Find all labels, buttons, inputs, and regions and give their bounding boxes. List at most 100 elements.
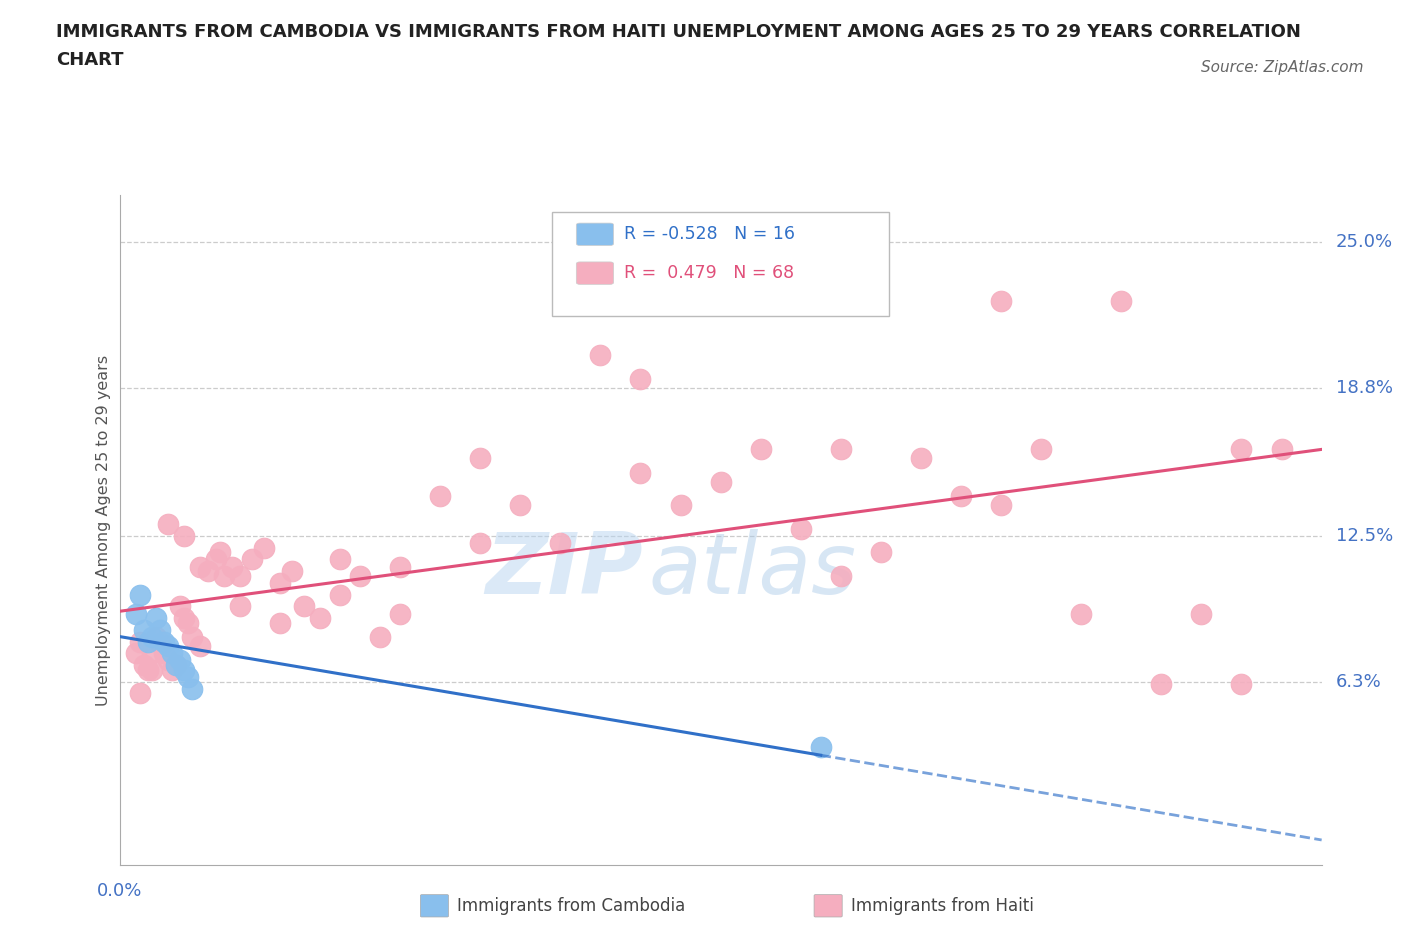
Text: Immigrants from Cambodia: Immigrants from Cambodia (457, 897, 685, 915)
Point (149, 622, 172, 637)
Point (173, 528, 195, 543)
Point (136, 634, 159, 649)
Point (169, 599, 191, 614)
Point (468, 536, 492, 551)
Point (749, 442, 772, 457)
Point (1029, 442, 1052, 457)
Text: IMMIGRANTS FROM CAMBODIA VS IMMIGRANTS FROM HAITI UNEMPLOYMENT AMONG AGES 25 TO : IMMIGRANTS FROM CAMBODIA VS IMMIGRANTS F… (56, 23, 1301, 41)
Point (869, 545, 893, 560)
Point (509, 498, 531, 512)
Point (709, 474, 731, 489)
Point (188, 639, 211, 654)
Text: Source: ZipAtlas.com: Source: ZipAtlas.com (1201, 60, 1364, 75)
Point (145, 630, 167, 644)
Point (990, 294, 1012, 309)
Point (176, 616, 198, 631)
Point (204, 552, 226, 567)
Point (212, 568, 235, 583)
Point (468, 451, 492, 466)
Point (1191, 606, 1213, 621)
Point (173, 611, 195, 626)
Point (309, 611, 332, 626)
Point (128, 634, 150, 649)
FancyBboxPatch shape (553, 212, 889, 316)
Point (132, 658, 155, 672)
Point (228, 568, 252, 583)
Text: 6.3%: 6.3% (1336, 672, 1382, 691)
Point (830, 568, 852, 583)
Point (630, 371, 652, 386)
Point (349, 568, 371, 583)
Y-axis label: Unemployment Among Ages 25 to 29 years: Unemployment Among Ages 25 to 29 years (96, 354, 111, 706)
Point (830, 442, 852, 457)
Text: R = -0.528   N = 16: R = -0.528 N = 16 (624, 225, 796, 244)
Point (141, 630, 163, 644)
Point (208, 545, 231, 560)
Point (1070, 606, 1092, 621)
Point (240, 552, 263, 567)
Point (176, 670, 198, 684)
Text: atlas: atlas (648, 529, 856, 612)
Point (368, 630, 391, 644)
Point (329, 552, 352, 567)
Point (281, 564, 304, 578)
Point (160, 662, 183, 677)
Point (1230, 442, 1253, 457)
Point (329, 587, 352, 602)
Text: 0.0%: 0.0% (97, 882, 142, 899)
Point (910, 451, 932, 466)
Point (292, 599, 315, 614)
Text: Immigrants from Haiti: Immigrants from Haiti (851, 897, 1033, 915)
Point (160, 646, 183, 661)
Point (630, 465, 652, 480)
Point (1150, 676, 1173, 691)
Text: 12.5%: 12.5% (1336, 527, 1393, 545)
FancyBboxPatch shape (814, 895, 842, 917)
Point (152, 634, 174, 649)
Point (990, 498, 1012, 512)
Point (188, 559, 211, 574)
FancyBboxPatch shape (576, 262, 613, 285)
Text: 25.0%: 25.0% (1336, 233, 1393, 251)
Point (128, 686, 150, 701)
FancyBboxPatch shape (420, 895, 449, 917)
Text: 18.8%: 18.8% (1336, 379, 1393, 397)
Point (1271, 442, 1294, 457)
Point (197, 564, 219, 578)
Point (173, 662, 195, 677)
Point (180, 630, 202, 644)
Point (149, 634, 172, 649)
Point (169, 653, 191, 668)
Point (253, 540, 276, 555)
Point (141, 646, 163, 661)
Point (388, 606, 412, 621)
Point (388, 559, 412, 574)
Point (124, 606, 146, 621)
Text: ZIP: ZIP (485, 529, 643, 612)
Point (228, 599, 252, 614)
Point (1230, 676, 1253, 691)
Point (810, 740, 832, 755)
Point (429, 488, 451, 503)
Point (165, 658, 187, 672)
Point (124, 646, 146, 661)
Point (1111, 294, 1133, 309)
FancyBboxPatch shape (576, 223, 613, 246)
Point (156, 653, 179, 668)
Point (790, 522, 813, 537)
Point (669, 498, 692, 512)
Point (269, 576, 291, 591)
Point (165, 658, 187, 672)
Point (550, 536, 572, 551)
Point (221, 559, 243, 574)
Point (128, 587, 150, 602)
Point (269, 616, 291, 631)
Text: R =  0.479   N = 68: R = 0.479 N = 68 (624, 264, 794, 282)
Point (132, 622, 155, 637)
Point (145, 611, 167, 626)
Point (950, 488, 973, 503)
Point (156, 639, 179, 654)
Text: CHART: CHART (56, 51, 124, 69)
Point (156, 517, 179, 532)
Point (136, 662, 159, 677)
